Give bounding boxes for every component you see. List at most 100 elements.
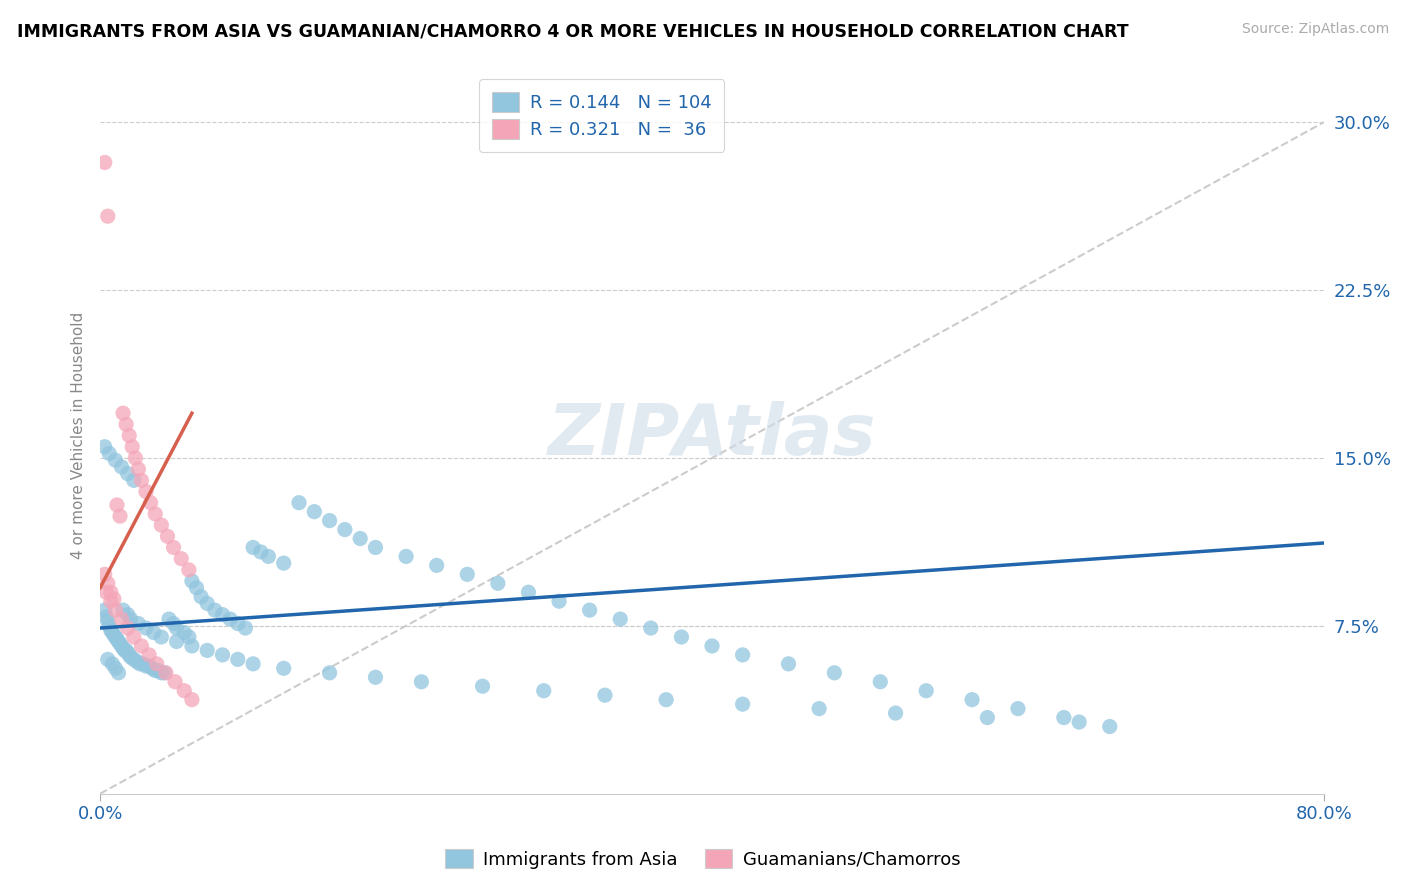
Point xyxy=(97,652,120,666)
Point xyxy=(177,563,200,577)
Point xyxy=(148,664,170,678)
Point xyxy=(117,621,139,635)
Point xyxy=(304,505,326,519)
Point xyxy=(118,648,141,662)
Point xyxy=(456,567,478,582)
Point xyxy=(93,567,115,582)
Point xyxy=(122,473,145,487)
Point xyxy=(1069,714,1091,729)
Text: IMMIGRANTS FROM ASIA VS GUAMANIAN/CHAMORRO 4 OR MORE VEHICLES IN HOUSEHOLD CORRE: IMMIGRANTS FROM ASIA VS GUAMANIAN/CHAMOR… xyxy=(17,22,1129,40)
Point xyxy=(104,661,127,675)
Point xyxy=(235,621,257,635)
Point xyxy=(288,496,311,510)
Point xyxy=(96,610,118,624)
Point xyxy=(125,655,148,669)
Point xyxy=(395,549,418,564)
Point xyxy=(135,659,157,673)
Point xyxy=(655,692,678,706)
Point xyxy=(104,453,127,467)
Point xyxy=(1053,710,1076,724)
Point xyxy=(98,619,121,633)
Point xyxy=(548,594,571,608)
Point xyxy=(105,632,128,647)
Point xyxy=(486,576,509,591)
Point xyxy=(226,652,249,666)
Point xyxy=(219,612,242,626)
Point xyxy=(411,674,433,689)
Point xyxy=(117,607,139,622)
Point xyxy=(165,674,187,689)
Point xyxy=(112,603,135,617)
Point xyxy=(122,630,145,644)
Point xyxy=(578,603,600,617)
Point xyxy=(731,697,754,711)
Point xyxy=(132,657,155,671)
Point xyxy=(108,637,131,651)
Point xyxy=(129,657,152,671)
Point xyxy=(100,624,122,638)
Point xyxy=(110,459,132,474)
Point xyxy=(127,462,149,476)
Point xyxy=(107,665,129,680)
Point xyxy=(960,692,983,706)
Point xyxy=(139,496,162,510)
Point xyxy=(242,657,264,671)
Point xyxy=(101,625,124,640)
Point xyxy=(97,615,120,629)
Point xyxy=(166,634,188,648)
Point xyxy=(112,641,135,656)
Point xyxy=(731,648,754,662)
Point xyxy=(1007,701,1029,715)
Point xyxy=(138,648,160,662)
Point xyxy=(318,514,340,528)
Point xyxy=(93,440,115,454)
Point xyxy=(135,484,157,499)
Point xyxy=(173,625,195,640)
Point xyxy=(471,679,494,693)
Point xyxy=(226,616,249,631)
Point xyxy=(150,665,173,680)
Point xyxy=(97,576,120,591)
Point xyxy=(273,556,295,570)
Point xyxy=(114,643,136,657)
Point xyxy=(593,688,616,702)
Point xyxy=(211,648,233,662)
Point xyxy=(98,446,121,460)
Point xyxy=(1098,719,1121,733)
Point xyxy=(204,603,226,617)
Point xyxy=(93,603,115,617)
Point xyxy=(131,473,153,487)
Point xyxy=(120,650,142,665)
Point xyxy=(153,665,176,680)
Point xyxy=(110,612,132,626)
Point xyxy=(101,657,124,671)
Point xyxy=(103,628,125,642)
Legend: Immigrants from Asia, Guamanians/Chamorros: Immigrants from Asia, Guamanians/Chamorr… xyxy=(439,841,967,876)
Text: Source: ZipAtlas.com: Source: ZipAtlas.com xyxy=(1241,22,1389,37)
Point xyxy=(915,683,938,698)
Point xyxy=(170,551,193,566)
Point xyxy=(869,674,891,689)
Point xyxy=(100,585,122,599)
Point xyxy=(180,574,202,588)
Point xyxy=(145,657,167,671)
Point xyxy=(195,643,218,657)
Point xyxy=(135,621,157,635)
Point xyxy=(318,665,340,680)
Point xyxy=(349,532,371,546)
Point xyxy=(150,518,173,533)
Point xyxy=(103,591,125,606)
Point xyxy=(157,612,180,626)
Point xyxy=(517,585,540,599)
Point xyxy=(100,594,122,608)
Point xyxy=(117,646,139,660)
Point xyxy=(173,683,195,698)
Point xyxy=(105,498,128,512)
Point xyxy=(257,549,280,564)
Point xyxy=(162,541,184,555)
Point xyxy=(121,440,143,454)
Point xyxy=(122,652,145,666)
Point xyxy=(97,209,120,223)
Point xyxy=(700,639,723,653)
Point xyxy=(112,406,135,420)
